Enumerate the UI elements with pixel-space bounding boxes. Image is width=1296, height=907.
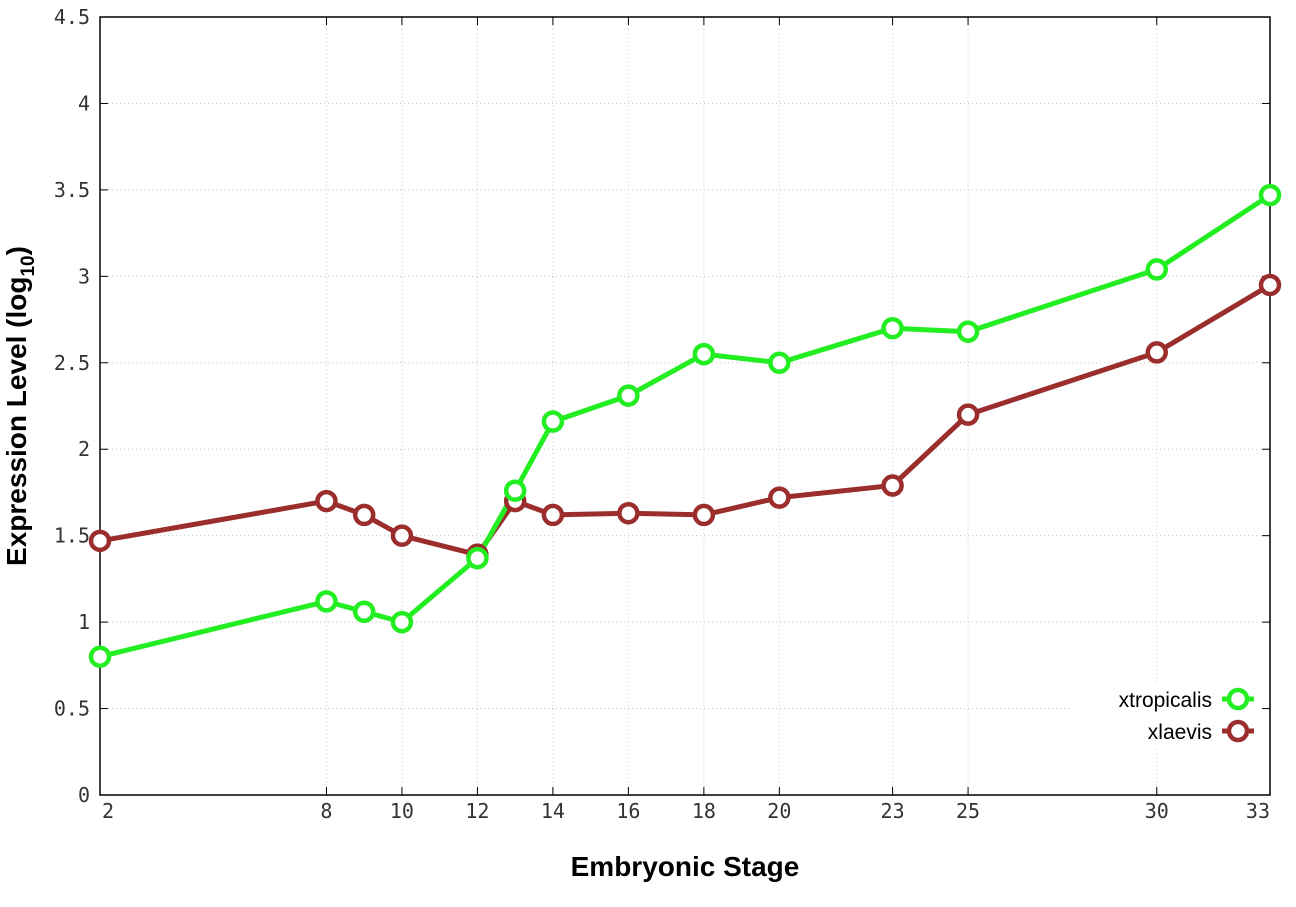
data-point-xtropicalis — [315, 590, 338, 613]
x-axis-ticks: 2 8 10 12 14 16 18 20 23 25 30 33 — [99, 17, 1271, 823]
data-point-xlaevis — [881, 474, 904, 497]
data-point-xtropicalis — [692, 342, 716, 366]
x-tick-label: 8 — [320, 799, 332, 823]
data-point-xtropicalis — [352, 600, 376, 623]
x-tick-label: 16 — [616, 799, 640, 823]
y-tick-label: 3 — [78, 264, 90, 288]
data-point-xlaevis — [315, 489, 338, 513]
data-point-xtropicalis — [881, 316, 904, 340]
data-point-xtropicalis — [617, 384, 640, 407]
data-point-xlaevis — [541, 503, 565, 527]
series-layer — [88, 183, 1282, 668]
y-tick-label: 1.5 — [54, 524, 90, 548]
data-point-xtropicalis — [88, 645, 112, 668]
y-tick-label: 2.5 — [54, 351, 90, 375]
data-point-xtropicalis — [1258, 183, 1282, 207]
x-tick-label: 2 — [102, 799, 114, 823]
data-point-xtropicalis — [466, 546, 489, 570]
data-point-xtropicalis — [541, 410, 565, 433]
data-point-xlaevis — [1258, 273, 1282, 297]
series-line-xtropicalis — [99, 193, 1272, 660]
data-point-xtropicalis — [768, 351, 791, 375]
y-tick-label: 4.5 — [54, 5, 90, 29]
data-point-xtropicalis — [390, 610, 414, 634]
x-tick-label: 12 — [465, 799, 489, 823]
data-point-xlaevis — [617, 501, 640, 525]
data-point-xtropicalis — [956, 320, 980, 343]
x-tick-label: 10 — [390, 799, 414, 823]
data-point-xtropicalis — [503, 479, 527, 502]
plot-frame — [99, 16, 1271, 796]
legend-swatch-marker-xlaevis — [1226, 719, 1250, 743]
x-tick-label: 23 — [881, 799, 905, 823]
y-axis-title-main: Expression Level (log — [1, 277, 32, 566]
legend-label-xlaevis: xlaevis — [1148, 721, 1212, 744]
y-tick-label: 0.5 — [54, 697, 90, 721]
x-tick-label: 33 — [1246, 799, 1270, 823]
data-point-xlaevis — [956, 403, 980, 426]
y-axis-title-close: ) — [1, 246, 32, 255]
y-tick-label: 3.5 — [54, 178, 90, 202]
legend: xtropicalis xlaevis — [1072, 684, 1262, 746]
legend-label-xtropicalis: xtropicalis — [1119, 689, 1212, 712]
data-point-xlaevis — [352, 503, 376, 527]
x-axis-title: Embryonic Stage — [571, 851, 800, 882]
x-tick-label: 25 — [956, 799, 980, 823]
data-point-xtropicalis — [1145, 258, 1169, 281]
y-tick-label: 1 — [78, 610, 90, 634]
x-tick-label: 20 — [767, 799, 791, 823]
x-tick-label: 30 — [1145, 799, 1169, 823]
y-tick-label: 4 — [78, 91, 90, 115]
legend-swatch-marker-xtropicalis — [1226, 687, 1250, 711]
y-axis-ticks: 0 0.5 1 1.5 2 2.5 3 3.5 4 4.5 — [54, 5, 1270, 807]
y-tick-label: 2 — [78, 437, 90, 461]
x-tick-label: 14 — [541, 799, 565, 823]
data-point-xlaevis — [390, 524, 414, 547]
grid-lines — [100, 17, 1270, 795]
data-point-xlaevis — [692, 503, 716, 527]
y-axis-title: Expression Level (log10) — [1, 246, 39, 566]
data-point-xlaevis — [88, 529, 112, 553]
y-tick-label: 0 — [78, 783, 90, 807]
y-axis-title-subscript: 10 — [18, 255, 39, 276]
series-line-xlaevis — [99, 282, 1272, 558]
x-tick-label: 18 — [692, 799, 716, 823]
data-point-xlaevis — [768, 486, 791, 509]
data-point-xlaevis — [1145, 341, 1169, 364]
